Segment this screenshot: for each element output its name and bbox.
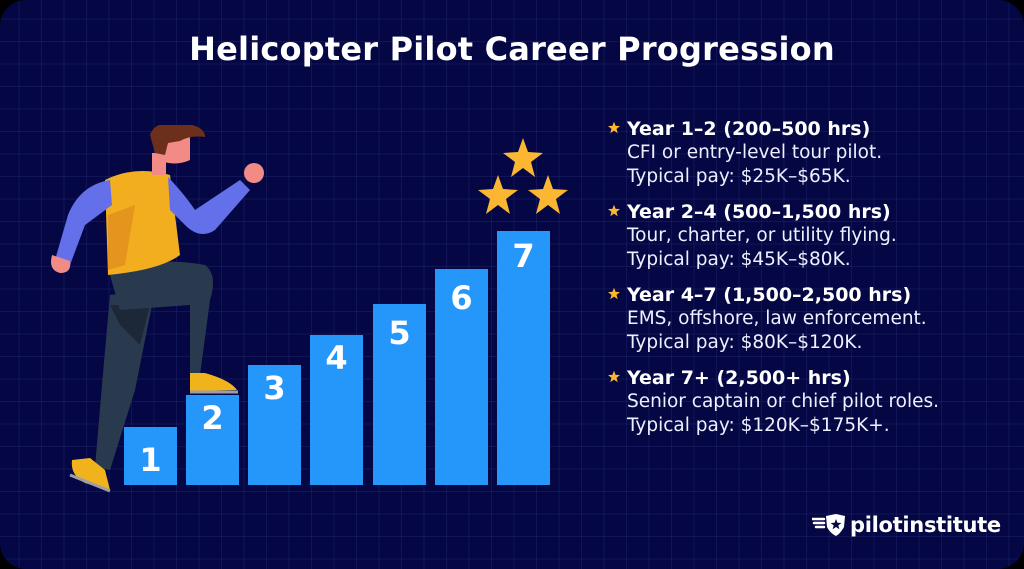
- stage-item: Year 2–4 (500–1,500 hrs) Tour, charter, …: [607, 201, 1017, 272]
- star-bullet-icon: [607, 121, 621, 134]
- stage-heading: Year 7+ (2,500+ hrs): [627, 367, 851, 389]
- stage-heading: Year 1–2 (200–500 hrs): [627, 118, 871, 140]
- star-bullet-icon: [607, 204, 621, 217]
- stage-heading: Year 2–4 (500–1,500 hrs): [627, 201, 891, 223]
- stage-role: Senior captain or chief pilot roles.: [627, 391, 940, 412]
- step-number: 1: [139, 441, 162, 479]
- logo-text: pilotinstitute: [850, 513, 1001, 537]
- winged-shield-star-icon: [812, 514, 845, 536]
- step-number: 5: [388, 314, 411, 352]
- step-bar-7: 7: [497, 231, 550, 485]
- step-bar-5: 5: [373, 304, 426, 485]
- achievement-stars-icon: [478, 138, 568, 214]
- star-bullet-icon: [607, 287, 621, 300]
- stage-pay: Typical pay: $80K–$120K.: [627, 332, 863, 353]
- page-title: Helicopter Pilot Career Progression: [189, 30, 835, 68]
- stage-role: Tour, charter, or utility flying.: [627, 225, 897, 246]
- stage-pay: Typical pay: $25K–$65K.: [627, 166, 851, 187]
- career-stage-list: Year 1–2 (200–500 hrs) CFI or entry-leve…: [607, 118, 1017, 450]
- star-bullet-icon: [607, 370, 621, 383]
- step-bar-1: 1: [124, 427, 177, 485]
- step-bar-3: 3: [248, 365, 301, 485]
- step-number: 7: [512, 237, 535, 275]
- stage-heading: Year 4–7 (1,500–2,500 hrs): [627, 284, 912, 306]
- step-bar-2: 2: [186, 395, 239, 485]
- step-bar-4: 4: [310, 335, 363, 485]
- stage-item: Year 1–2 (200–500 hrs) CFI or entry-leve…: [607, 118, 1017, 189]
- stage-pay: Typical pay: $45K–$80K.: [627, 249, 851, 270]
- step-number: 3: [263, 369, 286, 407]
- step-bar-6: 6: [435, 269, 488, 485]
- stage-role: CFI or entry-level tour pilot.: [627, 142, 883, 163]
- pilotinstitute-logo: pilotinstitute: [812, 513, 1001, 537]
- step-number: 2: [201, 399, 224, 437]
- stage-role: EMS, offshore, law enforcement.: [627, 308, 927, 329]
- stage-pay: Typical pay: $120K–$175K+.: [627, 415, 890, 436]
- stage-item: Year 7+ (2,500+ hrs) Senior captain or c…: [607, 367, 1017, 438]
- step-number: 6: [450, 279, 473, 317]
- climbing-person-illustration: [51, 125, 264, 493]
- stage-item: Year 4–7 (1,500–2,500 hrs) EMS, offshore…: [607, 284, 1017, 355]
- step-number: 4: [325, 339, 348, 377]
